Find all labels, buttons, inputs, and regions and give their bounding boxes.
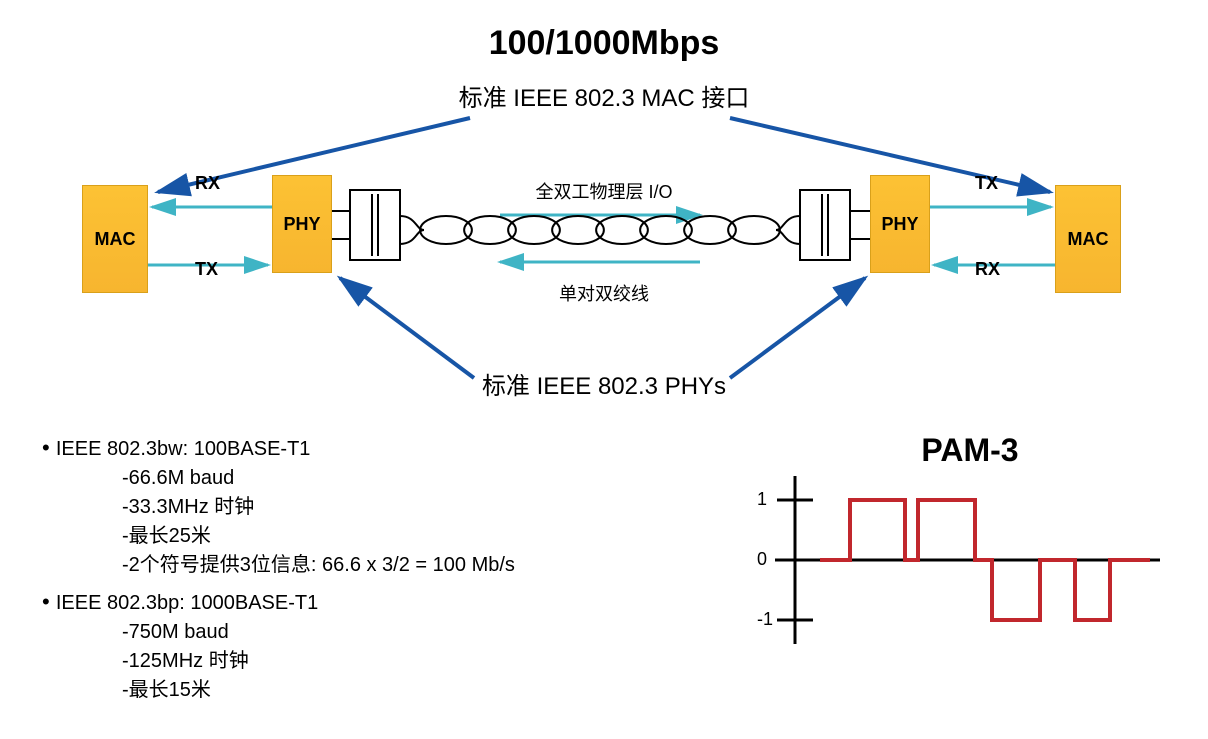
full-duplex-label: 全双工物理层 I/O — [0, 178, 1208, 204]
pam3-level-neg1: -1 — [757, 609, 773, 630]
phy-right-label: PHY — [881, 214, 918, 235]
spec-bullets: IEEE 802.3bw: 100BASE-T1 -66.6M baud -33… — [42, 432, 515, 705]
mac-interface-label: 标准 IEEE 802.3 MAC 接口 — [0, 78, 1208, 113]
mac-right-label: MAC — [1068, 229, 1109, 250]
pam3-level-0: 0 — [757, 549, 767, 570]
bw-line-1: -33.3MHz 时钟 — [122, 493, 515, 522]
tx-left-label: TX — [195, 259, 218, 280]
rx-right-label: RX — [975, 259, 1000, 280]
twisted-pair-label: 单对双绞线 — [0, 280, 1208, 306]
bw-line-3: -2个符号提供3位信息: 66.6 x 3/2 = 100 Mb/s — [122, 551, 515, 580]
bp-header: IEEE 802.3bp: 1000BASE-T1 — [42, 586, 515, 618]
mac-left-label: MAC — [95, 229, 136, 250]
bw-line-0: -66.6M baud — [122, 464, 515, 493]
phys-label: 标准 IEEE 802.3 PHYs — [0, 366, 1208, 401]
bw-header: IEEE 802.3bw: 100BASE-T1 — [42, 432, 515, 464]
pam3-title: PAM-3 — [780, 432, 1160, 469]
bp-line-1: -125MHz 时钟 — [122, 647, 515, 676]
bw-line-2: -最长25米 — [122, 522, 515, 551]
pam3-level-1: 1 — [757, 489, 767, 510]
page-title: 100/1000Mbps — [0, 24, 1208, 63]
phy-left-label: PHY — [283, 214, 320, 235]
bp-line-0: -750M baud — [122, 618, 515, 647]
bp-line-2: -最长15米 — [122, 676, 515, 705]
